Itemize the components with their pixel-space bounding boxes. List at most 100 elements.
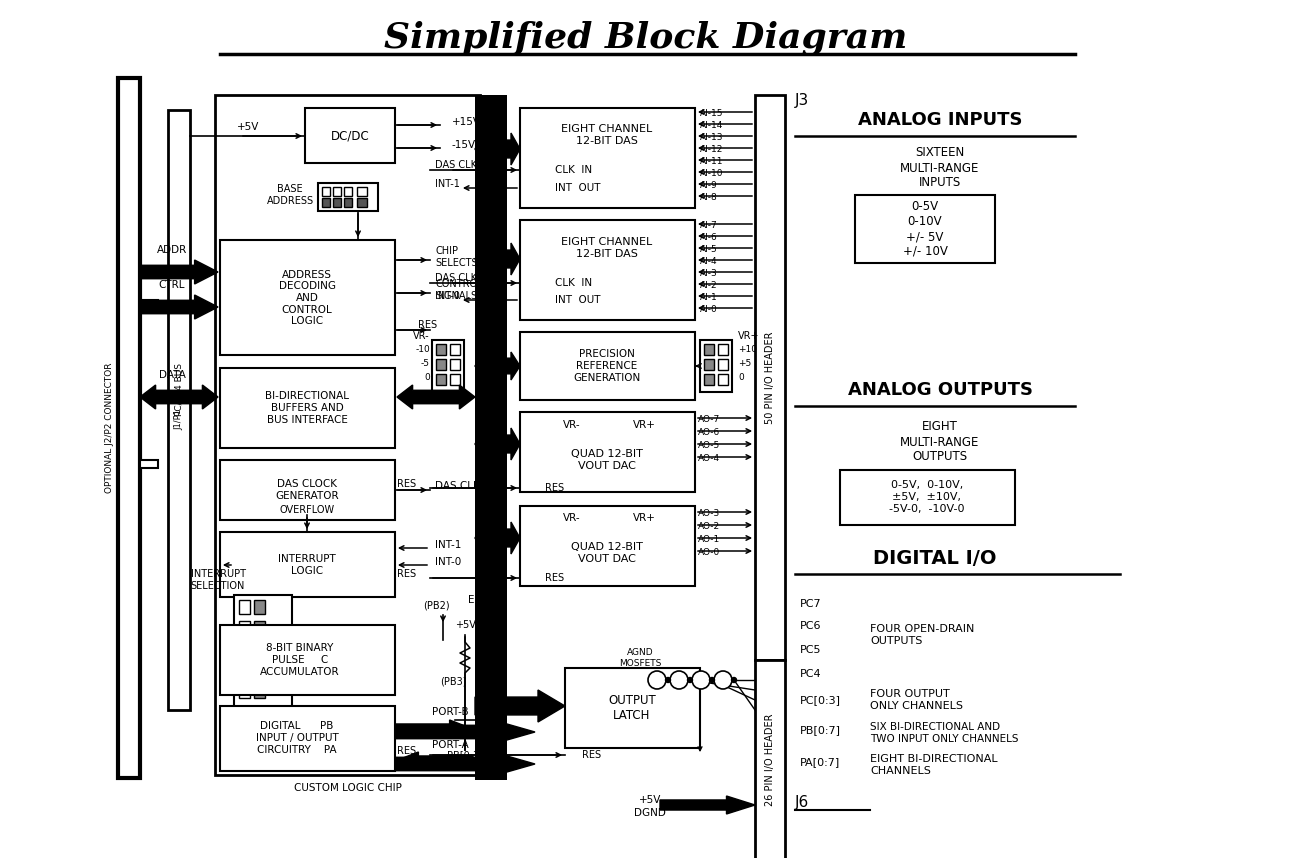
Bar bbox=[333, 187, 341, 196]
Text: QUAD 12-BIT
VOUT DAC: QUAD 12-BIT VOUT DAC bbox=[571, 450, 643, 471]
Text: CLK  IN: CLK IN bbox=[556, 165, 592, 175]
Circle shape bbox=[709, 678, 714, 682]
Text: DIGITAL I/O: DIGITAL I/O bbox=[873, 548, 996, 567]
Text: +5: +5 bbox=[738, 360, 751, 368]
Bar bbox=[118, 78, 140, 778]
Text: FOUR OPEN-DRAIN
OUTPUTS: FOUR OPEN-DRAIN OUTPUTS bbox=[870, 625, 974, 646]
Bar bbox=[220, 460, 395, 520]
Text: PC4: PC4 bbox=[800, 669, 822, 679]
Bar bbox=[435, 359, 446, 370]
Text: QUAD 12-BIT
VOUT DAC: QUAD 12-BIT VOUT DAC bbox=[571, 542, 643, 564]
Polygon shape bbox=[395, 752, 535, 776]
Text: 0-5V
0-10V
+/- 5V
+/- 10V: 0-5V 0-10V +/- 5V +/- 10V bbox=[903, 200, 947, 258]
Polygon shape bbox=[475, 243, 519, 275]
Bar bbox=[220, 368, 395, 448]
Text: INT-1: INT-1 bbox=[435, 540, 461, 550]
Text: 26 PIN I/O HEADER: 26 PIN I/O HEADER bbox=[765, 714, 775, 807]
Text: J3: J3 bbox=[795, 93, 809, 107]
Text: RES: RES bbox=[545, 573, 565, 583]
Polygon shape bbox=[660, 796, 755, 814]
Bar bbox=[239, 684, 249, 698]
Text: INTERRUPT
LOGIC: INTERRUPT LOGIC bbox=[278, 554, 336, 576]
Text: DC/DC: DC/DC bbox=[331, 130, 370, 142]
Text: VR-: VR- bbox=[563, 420, 581, 430]
Text: EIGHT BI-DIRECTIONAL
CHANNELS: EIGHT BI-DIRECTIONAL CHANNELS bbox=[870, 754, 997, 776]
Bar bbox=[140, 460, 158, 468]
Text: CTRL: CTRL bbox=[159, 280, 185, 290]
Circle shape bbox=[714, 671, 733, 689]
Text: AO-5: AO-5 bbox=[698, 441, 720, 450]
Text: FOUR OUTPUT
ONLY CHANNELS: FOUR OUTPUT ONLY CHANNELS bbox=[870, 689, 963, 710]
Text: INT-1: INT-1 bbox=[435, 179, 460, 189]
Text: ANALOG OUTPUTS: ANALOG OUTPUTS bbox=[848, 381, 1032, 399]
Text: PB[0:3]: PB[0:3] bbox=[447, 750, 483, 760]
Bar bbox=[318, 183, 379, 211]
Bar bbox=[565, 668, 700, 748]
Text: EIGHT CHANNEL
12-BIT DAS: EIGHT CHANNEL 12-BIT DAS bbox=[562, 124, 652, 146]
Text: AI-15: AI-15 bbox=[700, 109, 724, 118]
Text: AI-0: AI-0 bbox=[700, 305, 718, 314]
Polygon shape bbox=[140, 260, 218, 284]
Text: J1/P1: J1/P1 bbox=[174, 409, 183, 431]
Bar bbox=[718, 344, 727, 355]
Text: DAS CLOCK
GENERATOR: DAS CLOCK GENERATOR bbox=[275, 480, 339, 501]
Text: AI-6: AI-6 bbox=[700, 233, 718, 242]
Text: PC[0:3]: PC[0:3] bbox=[800, 695, 841, 705]
Text: RES: RES bbox=[583, 750, 602, 760]
Text: -15V: -15V bbox=[452, 140, 477, 150]
Text: AI-13: AI-13 bbox=[700, 133, 724, 142]
Bar bbox=[234, 595, 292, 715]
Text: BI-DIRECTIONAL
BUFFERS AND
BUS INTERFACE: BI-DIRECTIONAL BUFFERS AND BUS INTERFACE bbox=[265, 391, 349, 425]
Text: AO-1: AO-1 bbox=[698, 535, 720, 544]
Text: DGND: DGND bbox=[634, 808, 665, 818]
Bar bbox=[255, 642, 265, 656]
Bar bbox=[239, 663, 249, 677]
Text: EXT: EXT bbox=[468, 595, 488, 605]
Text: CUSTOM LOGIC CHIP: CUSTOM LOGIC CHIP bbox=[295, 783, 402, 793]
Bar bbox=[255, 684, 265, 698]
Text: DAS CLK: DAS CLK bbox=[435, 160, 477, 170]
Text: VR-: VR- bbox=[563, 513, 581, 523]
Bar bbox=[220, 625, 395, 695]
Bar bbox=[333, 198, 341, 207]
Text: CONTROL
SIGNALS: CONTROL SIGNALS bbox=[435, 279, 483, 301]
Text: AO-0: AO-0 bbox=[698, 548, 720, 557]
Bar bbox=[214, 95, 481, 775]
Text: AI-4: AI-4 bbox=[700, 257, 717, 266]
Text: ADDRESS
DECODING
AND
CONTROL
LOGIC: ADDRESS DECODING AND CONTROL LOGIC bbox=[279, 269, 336, 326]
Text: DIGITAL      PB
INPUT / OUTPUT
CIRCUITRY    PA: DIGITAL PB INPUT / OUTPUT CIRCUITRY PA bbox=[256, 722, 339, 754]
Text: 10k: 10k bbox=[478, 653, 496, 663]
Bar bbox=[519, 412, 695, 492]
Text: DAS CLK: DAS CLK bbox=[435, 481, 479, 491]
Text: PORT-A: PORT-A bbox=[432, 740, 469, 750]
Bar bbox=[519, 108, 695, 208]
Bar bbox=[357, 198, 367, 207]
Text: AI-14: AI-14 bbox=[700, 121, 724, 130]
Bar bbox=[322, 198, 329, 207]
Text: AO-4: AO-4 bbox=[698, 454, 720, 463]
Circle shape bbox=[671, 671, 689, 689]
Bar bbox=[255, 621, 265, 635]
Polygon shape bbox=[475, 428, 519, 460]
Text: PC6: PC6 bbox=[800, 621, 822, 631]
Bar bbox=[718, 359, 727, 370]
Bar bbox=[322, 187, 329, 196]
Text: BASE
ADDRESS: BASE ADDRESS bbox=[266, 184, 314, 206]
Bar bbox=[239, 600, 249, 614]
Text: AI-10: AI-10 bbox=[700, 169, 724, 178]
Text: -10: -10 bbox=[415, 346, 430, 354]
Bar bbox=[718, 374, 727, 385]
Text: PORT-B: PORT-B bbox=[432, 707, 468, 717]
Text: DAS CLK: DAS CLK bbox=[435, 273, 477, 283]
Text: AO-6: AO-6 bbox=[698, 428, 720, 437]
Text: +10: +10 bbox=[738, 346, 757, 354]
Bar bbox=[357, 187, 367, 196]
Text: AI-8: AI-8 bbox=[700, 193, 718, 202]
Text: INT  OUT: INT OUT bbox=[556, 183, 601, 193]
Text: EIGHT
MULTI-RANGE
OUTPUTS: EIGHT MULTI-RANGE OUTPUTS bbox=[901, 420, 979, 463]
Polygon shape bbox=[475, 133, 519, 165]
Text: PC7: PC7 bbox=[800, 599, 822, 609]
Polygon shape bbox=[475, 352, 519, 380]
Text: INT-0: INT-0 bbox=[435, 291, 460, 301]
Polygon shape bbox=[140, 295, 218, 319]
